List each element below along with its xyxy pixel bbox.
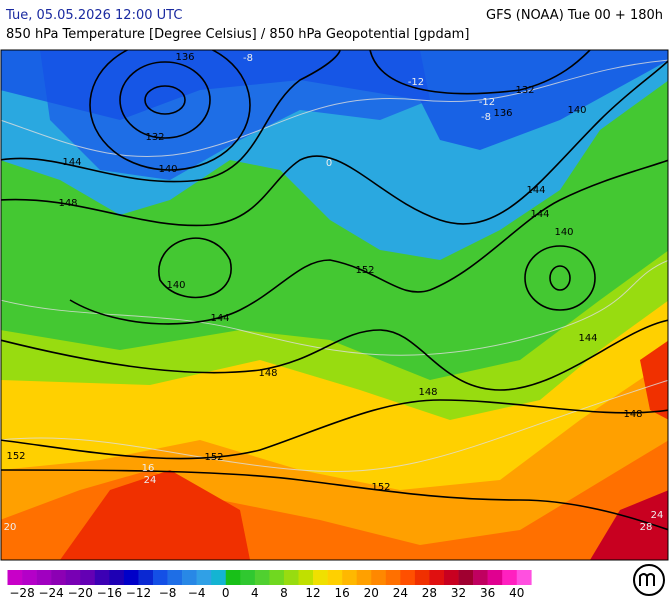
geopotential-labels: 136 132 140 144 148 140 144 148 152 144 144 140 132 1… <box>6 52 642 493</box>
geopotential-label: 132 <box>515 85 534 96</box>
geopotential-label: 152 <box>6 451 25 462</box>
colorbar-cell <box>356 570 372 585</box>
geopotential-label: 148 <box>418 387 437 398</box>
colorbar-cell <box>211 570 227 585</box>
colorbar-cell <box>502 570 518 585</box>
colorbar-cell <box>429 570 445 585</box>
colorbar-label: 16 <box>335 586 350 600</box>
colorbar-cell <box>327 570 343 585</box>
colorbar-label: 4 <box>251 586 259 600</box>
colorbar-cell <box>298 570 314 585</box>
geopotential-label: 144 <box>62 157 81 168</box>
geopotential-label: 140 <box>567 105 586 116</box>
map-frame <box>0 49 669 561</box>
temperature-label: -8 <box>481 112 491 123</box>
colorbar-cell <box>400 570 416 585</box>
colorbar-cell <box>254 570 270 585</box>
geopotential-label: 144 <box>578 333 597 344</box>
temperature-label: -12 <box>479 97 495 108</box>
colorbar-label: −8 <box>159 586 177 600</box>
geopotential-label: 140 <box>166 280 185 291</box>
colorbar-label: 32 <box>451 586 466 600</box>
colorbar-cell <box>182 570 197 585</box>
colorbar-cell <box>516 570 532 585</box>
geopotential-label: 140 <box>158 164 177 175</box>
colorbar-cell <box>371 570 387 585</box>
colorbar-cell <box>283 570 299 585</box>
geopotential-label: 144 <box>210 313 229 324</box>
colorbar-cell <box>385 570 401 585</box>
colorbar-cell <box>153 570 168 585</box>
colorbar-cell <box>487 570 503 585</box>
colorbar-cell <box>313 570 328 585</box>
colorbar-cell <box>22 570 37 585</box>
geopotential-label: 152 <box>371 482 390 493</box>
colorbar-label: −4 <box>188 586 206 600</box>
colorbar-cell <box>123 570 139 585</box>
colorbar-cell <box>138 570 154 585</box>
colorbar-label: 28 <box>422 586 437 600</box>
colorbar-cell <box>36 570 52 585</box>
colorbar-label: 8 <box>280 586 288 600</box>
colorbar-cell <box>225 570 241 585</box>
colorbar-cell <box>94 570 110 585</box>
temperature-label: 20 <box>4 522 17 533</box>
colorbar-label: 24 <box>393 586 408 600</box>
header-date: Tue, 05.05.2026 12:00 UTC <box>5 8 182 23</box>
header-subtitle: 850 hPa Temperature [Degree Celsius] / 8… <box>6 27 469 42</box>
logo <box>633 564 665 596</box>
geopotential-label: 140 <box>554 227 573 238</box>
colorbar-label: 20 <box>364 586 379 600</box>
colorbar-label: −12 <box>126 586 151 600</box>
temperature-label: 0 <box>326 158 332 169</box>
colorbar-label: −24 <box>38 586 63 600</box>
colorbar-cell <box>51 570 66 585</box>
colorbar-cell <box>109 570 125 585</box>
geopotential-label: 136 <box>175 52 194 63</box>
temperature-label: 16 <box>142 463 155 474</box>
colorbar-label: −20 <box>68 586 93 600</box>
header-model: GFS (NOAA) Tue 00 + 180h <box>486 8 663 23</box>
temperature-label: 24 <box>144 475 157 486</box>
colorbar-cell <box>414 570 430 585</box>
colorbar-cell <box>342 570 357 585</box>
colorbar-label: 0 <box>222 586 230 600</box>
colorbar-cell <box>80 570 96 585</box>
temperature-label: -12 <box>408 77 424 88</box>
colorbar-cell <box>196 570 212 585</box>
temperature-label: 28 <box>640 522 653 533</box>
geopotential-label: 136 <box>493 108 512 119</box>
geopotential-label: 148 <box>623 409 642 420</box>
colorbar-cell <box>444 570 459 585</box>
temperature-label: 24 <box>651 510 664 521</box>
geopotential-label: 144 <box>530 209 549 220</box>
colorbar-label: 36 <box>480 586 495 600</box>
colorbar-label: −16 <box>97 586 122 600</box>
geopotential-label: 132 <box>145 132 164 143</box>
geopotential-label: 144 <box>526 185 545 196</box>
colorbar-cell <box>458 570 474 585</box>
geopotential-label: 152 <box>204 452 223 463</box>
colorbar: −28 −24 −20 −16 −12 −8 −4 0 4 8 12 16 20 24 28 32 36 40 <box>7 570 532 600</box>
geopotential-label: 148 <box>58 198 77 209</box>
colorbar-cell <box>7 570 23 585</box>
temperature-label: -8 <box>243 53 253 64</box>
colorbar-cell <box>65 570 81 585</box>
colorbar-cell <box>473 570 488 585</box>
colorbar-label: −28 <box>9 586 34 600</box>
geopotential-label: 152 <box>355 265 374 276</box>
colorbar-label: 12 <box>305 586 320 600</box>
colorbar-cell <box>240 570 256 585</box>
colorbar-label: 40 <box>509 586 524 600</box>
map: 136 132 140 144 148 140 144 148 152 144 144 140 132 1… <box>0 49 669 561</box>
colorbar-cell <box>269 570 285 585</box>
colorbar-cell <box>167 570 183 585</box>
geopotential-label: 148 <box>258 368 277 379</box>
